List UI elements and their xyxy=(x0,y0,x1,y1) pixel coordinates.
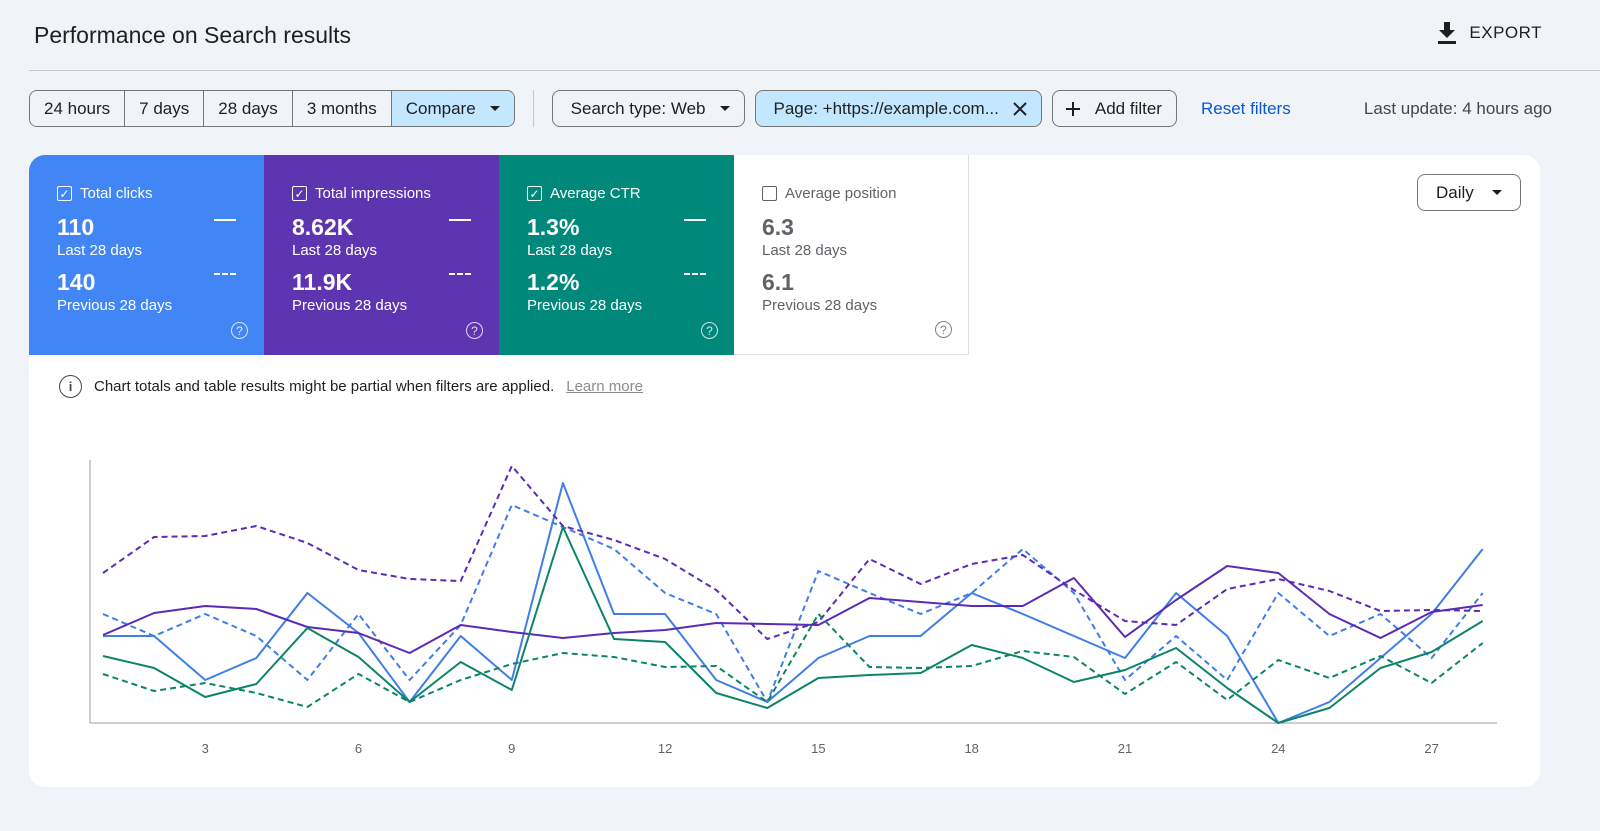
checkbox-checked-icon[interactable]: ✓ xyxy=(57,186,72,201)
previous-value: 1.2% xyxy=(527,269,580,295)
series-line-clicks-current xyxy=(103,482,1484,724)
divider xyxy=(29,70,1600,71)
metric-label: ✓ Total clicks xyxy=(57,185,236,202)
x-tick-label: 9 xyxy=(508,741,515,756)
reset-filters-link[interactable]: Reset filters xyxy=(1200,98,1291,118)
granularity-label: Daily xyxy=(1436,182,1474,202)
caret-down-icon xyxy=(489,106,500,111)
previous-period-label: Previous 28 days xyxy=(292,297,408,314)
x-tick-label: 18 xyxy=(964,741,978,756)
current-value: 110 xyxy=(57,214,95,240)
metric-name: Total clicks xyxy=(80,185,153,202)
caret-down-icon xyxy=(719,106,730,111)
help-icon[interactable]: ? xyxy=(701,322,718,339)
current-period-label: Last 28 days xyxy=(762,242,848,259)
metric-card-total-impressions[interactable]: ✓ Total impressions 8.62K Last 28 days 11… xyxy=(264,155,499,355)
notice-text: Chart totals and table results might be … xyxy=(94,378,555,395)
series-line-ctr-previous xyxy=(102,613,1484,708)
range-7-days[interactable]: 7 days xyxy=(125,91,205,126)
last-update: Last update: 4 hours ago xyxy=(1363,98,1552,118)
add-filter-label: Add filter xyxy=(1094,98,1162,118)
page-filter-label: Page: +https://example.com... xyxy=(773,98,999,118)
previous-value: 140 xyxy=(57,269,96,295)
current-period-label: Last 28 days xyxy=(57,242,143,259)
search-type-filter[interactable]: Search type: Web xyxy=(551,90,745,127)
metric-name: Average CTR xyxy=(550,185,641,202)
x-tick-label: 3 xyxy=(202,741,209,756)
granularity-dropdown[interactable]: Daily xyxy=(1417,174,1521,211)
plus-icon xyxy=(1065,101,1080,116)
checkbox-checked-icon[interactable]: ✓ xyxy=(527,186,542,201)
dashed-line-legend-icon xyxy=(449,273,471,275)
page-filter-chip[interactable]: Page: +https://example.com... xyxy=(754,90,1042,127)
checkbox-checked-icon[interactable]: ✓ xyxy=(292,186,307,201)
solid-line-legend-icon xyxy=(449,219,471,221)
dashed-line-legend-icon xyxy=(684,273,706,275)
metric-name: Total impressions xyxy=(315,185,431,202)
previous-value: 11.9K xyxy=(292,269,353,295)
toolbar: 24 hours 7 days 28 days 3 months Compare… xyxy=(29,90,1600,127)
info-icon: i xyxy=(59,375,82,398)
checkbox-unchecked-icon[interactable] xyxy=(762,186,777,201)
x-tick-label: 12 xyxy=(658,741,672,756)
dashed-line-legend-icon xyxy=(214,273,236,275)
solid-line-legend-icon xyxy=(214,219,236,221)
previous-value: 6.1 xyxy=(762,269,794,295)
x-tick-label: 6 xyxy=(355,741,362,756)
search-type-label: Search type: Web xyxy=(570,98,706,118)
metric-card-average-ctr[interactable]: ✓ Average CTR 1.3% Last 28 days 1.2% Prev… xyxy=(499,155,734,355)
performance-chart: 3 6 9 12 15 18 21 24 27 xyxy=(89,460,1497,756)
x-tick-label: 24 xyxy=(1271,741,1285,756)
compare-button[interactable]: Compare xyxy=(391,91,514,126)
help-icon[interactable]: ? xyxy=(466,322,483,339)
export-button[interactable]: EXPORT xyxy=(1437,22,1542,44)
solid-line-legend-icon xyxy=(684,219,706,221)
help-icon[interactable]: ? xyxy=(935,321,952,338)
metric-label: ✓ Total impressions xyxy=(292,185,471,202)
metric-label: ✓ Average CTR xyxy=(527,185,706,202)
compare-label: Compare xyxy=(405,98,476,118)
x-tick-label: 27 xyxy=(1424,741,1438,756)
current-period-label: Last 28 days xyxy=(292,242,378,259)
partial-results-notice: i Chart totals and table results might b… xyxy=(59,375,643,398)
previous-period-label: Previous 28 days xyxy=(762,297,878,314)
page-title: Performance on Search results xyxy=(34,22,352,48)
metric-card-average-position[interactable]: Average position 6.3 Last 28 days 6.1 Pr… xyxy=(734,155,969,355)
divider xyxy=(532,90,534,127)
metric-card-total-clicks[interactable]: ✓ Total clicks 110 Last 28 days 140 Previ… xyxy=(29,155,264,355)
add-filter-button[interactable]: Add filter xyxy=(1051,90,1177,127)
performance-panel: 3 6 9 12 15 18 21 24 27 ✓ Total clicks 110 Last 2… xyxy=(29,155,1540,787)
metric-cards: ✓ Total clicks 110 Last 28 days 140 Previ… xyxy=(29,155,1540,355)
series-line-clicks-previous xyxy=(102,504,1484,703)
range-24-hours[interactable]: 24 hours xyxy=(30,91,126,126)
series-line-ctr-current xyxy=(102,526,1484,724)
current-period-label: Last 28 days xyxy=(527,242,613,259)
metric-label: Average position xyxy=(762,185,940,202)
x-tick-label: 21 xyxy=(1118,741,1132,756)
series-line-impressions-current xyxy=(102,565,1483,654)
current-value: 6.3 xyxy=(762,214,794,240)
learn-more-link[interactable]: Learn more xyxy=(566,378,643,395)
current-value: 1.3% xyxy=(527,214,580,240)
help-icon[interactable]: ? xyxy=(231,322,248,339)
metric-name: Average position xyxy=(785,185,897,202)
range-3-months[interactable]: 3 months xyxy=(292,91,392,126)
caret-down-icon xyxy=(1492,190,1502,195)
close-icon[interactable] xyxy=(1013,101,1027,116)
series-line-impressions-previous xyxy=(102,465,1483,640)
range-28-days[interactable]: 28 days xyxy=(204,91,293,126)
date-range-selector: 24 hours 7 days 28 days 3 months Compare xyxy=(29,90,515,127)
previous-period-label: Previous 28 days xyxy=(57,297,173,314)
download-icon xyxy=(1438,22,1457,44)
current-value: 8.62K xyxy=(292,214,354,240)
export-label: EXPORT xyxy=(1469,23,1542,42)
previous-period-label: Previous 28 days xyxy=(527,297,643,314)
x-tick-label: 15 xyxy=(811,741,825,756)
